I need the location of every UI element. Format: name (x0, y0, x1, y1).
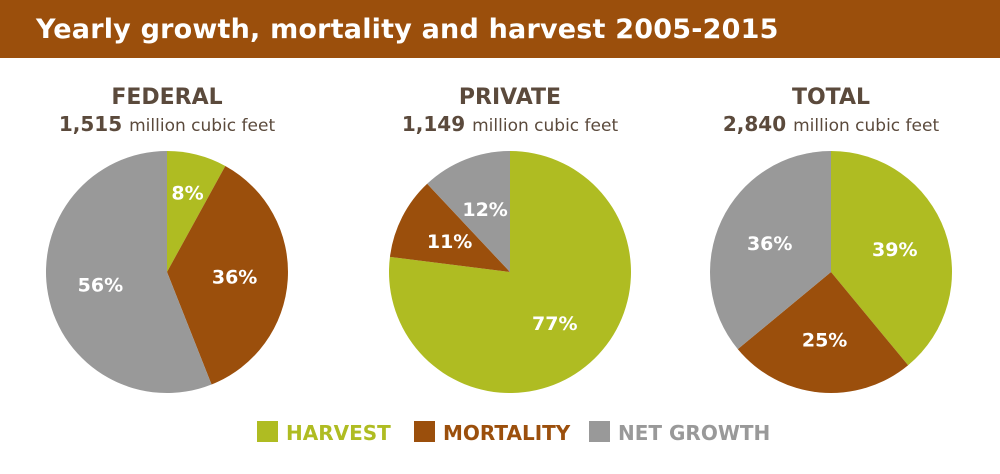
pie-total-unit: million cubic feet (129, 116, 275, 136)
slice-label-federal-harvest: 8% (171, 182, 203, 204)
pie-slice-private-net-growth (427, 150, 510, 272)
legend-label-harvest: HARVEST (286, 421, 391, 445)
slice-label-private-harvest: 77% (532, 313, 577, 335)
pie-total-unit: million cubic feet (472, 116, 618, 136)
slice-label-total-harvest: 39% (872, 239, 917, 261)
pie-total-private: 1,149 million cubic feet (402, 112, 619, 136)
slice-label-federal-net-growth: 56% (78, 275, 123, 297)
legend-swatch-mortality (414, 421, 435, 442)
slice-label-federal-mortality: 36% (212, 266, 257, 288)
pie-title-total: TOTAL (792, 85, 870, 110)
pie-slice-federal-mortality (167, 165, 288, 385)
pie-slice-total-mortality (737, 272, 909, 393)
legend-label-net-growth: NET GROWTH (618, 421, 770, 445)
pie-slice-total-net-growth (710, 151, 831, 350)
chart-title: Yearly growth, mortality and harvest 200… (36, 13, 779, 45)
legend-swatch-net-growth (589, 421, 610, 442)
pie-total-value: 1,149 (402, 112, 465, 136)
pie-total-federal: 1,515 million cubic feet (59, 112, 276, 136)
pie-total-value: 1,515 (59, 112, 122, 136)
title-bar: Yearly growth, mortality and harvest 200… (0, 0, 1000, 58)
pie-slice-private-mortality (389, 183, 510, 272)
pie-total-total: 2,840 million cubic feet (723, 112, 940, 136)
pie-total-unit: million cubic feet (793, 116, 939, 136)
legend-swatch-harvest (257, 421, 278, 442)
pie-slice-federal-net-growth (45, 150, 212, 394)
pie-slice-private-harvest (388, 151, 631, 393)
pie-total-value: 2,840 (723, 112, 786, 136)
legend-label-mortality: MORTALITY (443, 421, 571, 445)
pie-slice-total-harvest (831, 151, 952, 366)
slice-label-total-net-growth: 36% (747, 233, 792, 255)
legend: HARVEST MORTALITY NET GROWTH (257, 421, 770, 445)
pie-title-federal: FEDERAL (111, 85, 222, 110)
pie-title-private: PRIVATE (459, 85, 561, 110)
pie-slice-federal-harvest (167, 151, 226, 272)
slice-label-private-net-growth: 12% (462, 199, 507, 221)
slice-label-private-mortality: 11% (427, 231, 472, 253)
slice-label-total-mortality: 25% (802, 330, 847, 352)
